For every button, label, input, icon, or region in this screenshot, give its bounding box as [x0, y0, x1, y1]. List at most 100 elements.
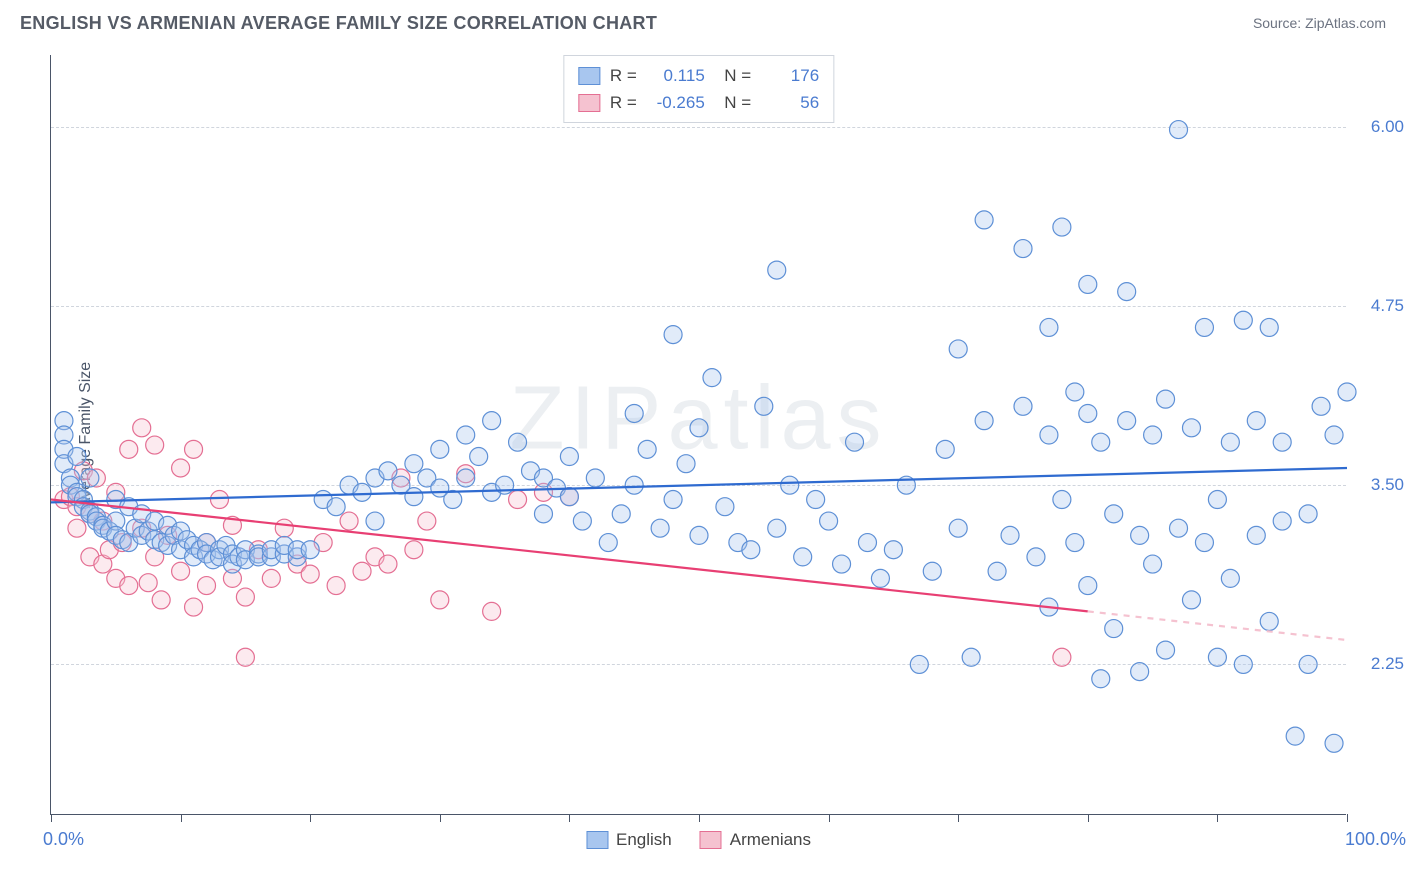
scatter-point [379, 462, 397, 480]
chart-svg [51, 55, 1346, 814]
legend-label-armenian: Armenians [730, 830, 811, 850]
scatter-point [509, 491, 527, 509]
scatter-point [690, 526, 708, 544]
legend-swatch-english [578, 67, 600, 85]
stat-label-r: R = [610, 62, 637, 89]
scatter-point [755, 397, 773, 415]
scatter-point [152, 591, 170, 609]
legend-series: English Armenians [586, 830, 811, 850]
scatter-point [1273, 433, 1291, 451]
stat-label-n: N = [715, 62, 751, 89]
scatter-point [1221, 433, 1239, 451]
stat-label-n: N = [715, 89, 751, 116]
scatter-point [327, 577, 345, 595]
scatter-point [431, 591, 449, 609]
scatter-point [236, 648, 254, 666]
x-tick [1088, 814, 1089, 822]
scatter-point [625, 404, 643, 422]
scatter-point [1066, 383, 1084, 401]
scatter-point [586, 469, 604, 487]
legend-label-english: English [616, 830, 672, 850]
scatter-point [262, 569, 280, 587]
x-tick [569, 814, 570, 822]
stat-n-english: 176 [761, 62, 819, 89]
stat-r-english: 0.115 [647, 62, 705, 89]
scatter-point [910, 655, 928, 673]
y-tick-label: 3.50 [1371, 475, 1404, 495]
scatter-point [210, 491, 228, 509]
scatter-point [690, 419, 708, 437]
scatter-point [1131, 526, 1149, 544]
scatter-point [975, 412, 993, 430]
scatter-point [677, 455, 695, 473]
scatter-point [1001, 526, 1019, 544]
legend-stats-row-armenian: R = -0.265 N = 56 [578, 89, 819, 116]
scatter-point [1092, 433, 1110, 451]
scatter-point [185, 440, 203, 458]
scatter-point [949, 340, 967, 358]
scatter-point [794, 548, 812, 566]
y-tick-label: 6.00 [1371, 117, 1404, 137]
scatter-point [1014, 240, 1032, 258]
scatter-point [846, 433, 864, 451]
scatter-point [139, 574, 157, 592]
x-tick [310, 814, 311, 822]
scatter-point [1040, 318, 1058, 336]
scatter-point [1182, 419, 1200, 437]
scatter-point [560, 488, 578, 506]
legend-swatch-armenian [700, 831, 722, 849]
scatter-point [1208, 648, 1226, 666]
scatter-point [1170, 121, 1188, 139]
scatter-point [1195, 318, 1213, 336]
scatter-point [275, 519, 293, 537]
scatter-point [1234, 655, 1252, 673]
scatter-point [1312, 397, 1330, 415]
scatter-point [923, 562, 941, 580]
scatter-point [1195, 534, 1213, 552]
scatter-point [431, 440, 449, 458]
scatter-point [716, 498, 734, 516]
scatter-point [366, 512, 384, 530]
scatter-point [1079, 275, 1097, 293]
scatter-point [457, 469, 475, 487]
scatter-point [599, 534, 617, 552]
y-tick-label: 2.25 [1371, 654, 1404, 674]
x-tick [958, 814, 959, 822]
scatter-point [638, 440, 656, 458]
scatter-point [1157, 641, 1175, 659]
x-tick [181, 814, 182, 822]
scatter-point [483, 602, 501, 620]
scatter-point [146, 436, 164, 454]
x-tick [440, 814, 441, 822]
scatter-point [573, 512, 591, 530]
scatter-point [198, 577, 216, 595]
scatter-point [68, 519, 86, 537]
source-name: ZipAtlas.com [1305, 15, 1386, 31]
scatter-point [1273, 512, 1291, 530]
scatter-point [858, 534, 876, 552]
scatter-point [1260, 612, 1278, 630]
scatter-point [405, 488, 423, 506]
legend-item-armenian: Armenians [700, 830, 811, 850]
scatter-point [1040, 426, 1058, 444]
scatter-point [820, 512, 838, 530]
scatter-point [1105, 620, 1123, 638]
scatter-point [1053, 491, 1071, 509]
scatter-point [327, 498, 345, 516]
stat-r-armenian: -0.265 [647, 89, 705, 116]
x-tick [1217, 814, 1218, 822]
chart-title: ENGLISH VS ARMENIAN AVERAGE FAMILY SIZE … [20, 13, 657, 34]
scatter-point [68, 448, 86, 466]
scatter-point [1338, 383, 1356, 401]
scatter-point [120, 440, 138, 458]
scatter-point [301, 565, 319, 583]
scatter-point [1170, 519, 1188, 537]
scatter-point [625, 476, 643, 494]
scatter-point [301, 541, 319, 559]
scatter-point [1027, 548, 1045, 566]
scatter-point [768, 519, 786, 537]
x-tick [699, 814, 700, 822]
scatter-point [975, 211, 993, 229]
scatter-point [742, 541, 760, 559]
scatter-point [534, 505, 552, 523]
